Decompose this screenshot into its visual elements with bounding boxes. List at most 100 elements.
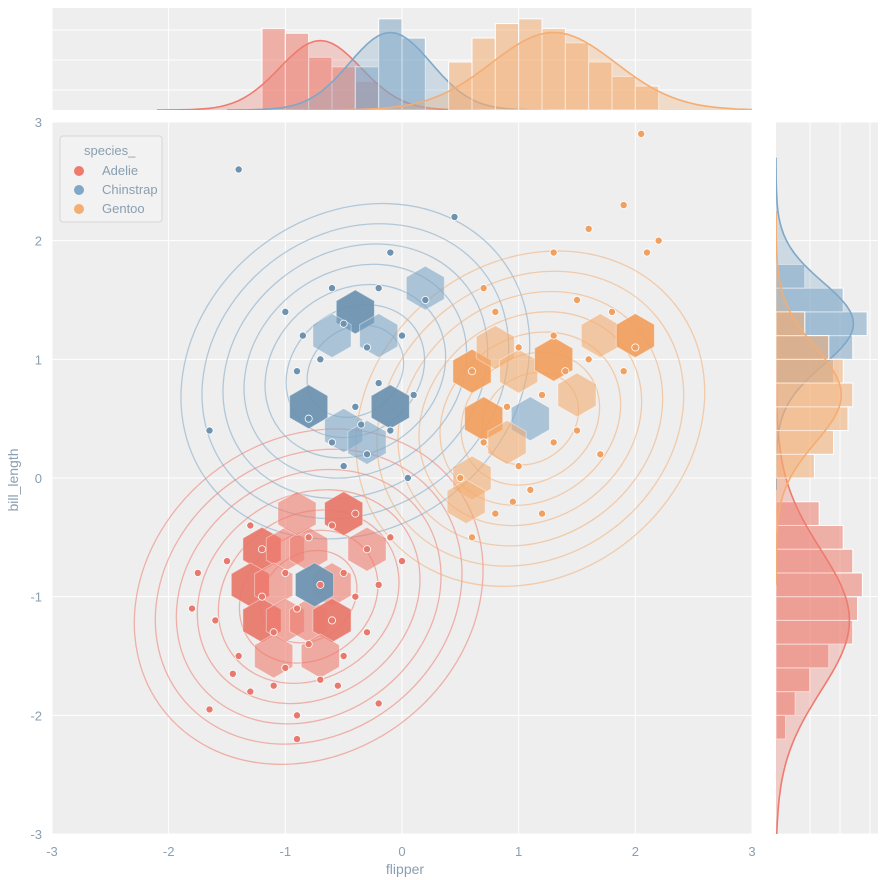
- point-gentoo: [654, 236, 663, 245]
- point-gentoo: [596, 450, 605, 459]
- scatter-points: [187, 129, 663, 744]
- point-chinstrap: [292, 367, 301, 376]
- point-gentoo: [538, 390, 547, 399]
- legend-label-adelie: Adelie: [102, 163, 138, 178]
- point-gentoo: [467, 533, 476, 542]
- legend-label-gentoo: Gentoo: [102, 201, 145, 216]
- hexbin-chinstrap: [405, 265, 445, 311]
- point-chinstrap: [298, 331, 307, 340]
- top-marginal-histogram: [157, 18, 752, 110]
- point-adelie: [397, 557, 406, 566]
- point-adelie: [362, 628, 371, 637]
- legend: species_ Adelie Chinstrap Gentoo: [59, 135, 163, 223]
- point-gentoo: [502, 402, 511, 411]
- legend-box: [59, 135, 163, 223]
- y-tick-label: 0: [35, 471, 42, 486]
- kde-contour-chinstrap: [222, 243, 489, 500]
- point-chinstrap: [386, 248, 395, 257]
- point-adelie: [246, 521, 255, 530]
- right-hist-bar-chinstrap: [776, 287, 844, 313]
- point-adelie: [292, 711, 301, 720]
- point-adelie: [292, 604, 301, 613]
- hexbin-layer: [230, 265, 655, 679]
- point-adelie: [292, 735, 301, 744]
- hexbin-gentoo: [446, 479, 486, 525]
- point-gentoo: [549, 438, 558, 447]
- point-gentoo: [584, 224, 593, 233]
- point-gentoo: [584, 355, 593, 364]
- point-adelie: [327, 616, 336, 625]
- point-adelie: [228, 669, 237, 678]
- point-gentoo: [514, 462, 523, 471]
- point-adelie: [304, 533, 313, 542]
- hexbin-chinstrap: [347, 419, 387, 465]
- hexbin-gentoo: [487, 419, 527, 465]
- x-tick-label: 1: [515, 844, 522, 859]
- point-chinstrap: [316, 355, 325, 364]
- point-chinstrap: [351, 402, 360, 411]
- point-chinstrap: [205, 426, 214, 435]
- point-adelie: [211, 616, 220, 625]
- legend-title: species_: [84, 143, 136, 158]
- y-axis-ticks: -3 -2 -1 0 1 2 3: [30, 115, 42, 842]
- point-adelie: [193, 568, 202, 577]
- right-hist-bar-chinstrap: [776, 263, 806, 289]
- hexbin-gentoo: [615, 313, 655, 359]
- point-gentoo: [631, 343, 640, 352]
- point-gentoo: [456, 473, 465, 482]
- right-hist-bar-adelie: [776, 501, 820, 526]
- point-adelie: [187, 604, 196, 613]
- point-chinstrap: [362, 450, 371, 459]
- kde-contour-chinstrap: [264, 283, 447, 459]
- hexbin-adelie: [277, 491, 317, 537]
- point-adelie: [246, 687, 255, 696]
- y-tick-label: -2: [30, 708, 42, 723]
- kde-contour-adelie: [154, 448, 463, 745]
- point-gentoo: [514, 343, 523, 352]
- point-chinstrap: [397, 331, 406, 340]
- point-adelie: [281, 568, 290, 577]
- kde-contour-adelie: [175, 468, 442, 725]
- point-adelie: [222, 557, 231, 566]
- point-chinstrap: [374, 284, 383, 293]
- point-adelie: [316, 675, 325, 684]
- point-chinstrap: [339, 462, 348, 471]
- point-gentoo: [549, 248, 558, 257]
- point-gentoo: [561, 367, 570, 376]
- point-chinstrap: [386, 426, 395, 435]
- hexbin-gentoo: [557, 372, 597, 418]
- x-tick-label: 0: [398, 844, 405, 859]
- point-gentoo: [549, 331, 558, 340]
- point-chinstrap: [421, 295, 430, 304]
- point-adelie: [257, 592, 266, 601]
- y-tick-label: 1: [35, 352, 42, 367]
- point-chinstrap: [403, 473, 412, 482]
- y-tick-label: -3: [30, 827, 42, 842]
- point-chinstrap: [362, 343, 371, 352]
- point-adelie: [339, 568, 348, 577]
- point-gentoo: [573, 295, 582, 304]
- legend-marker-adelie: [74, 166, 84, 176]
- x-axis-ticks: -3 -2 -1 0 1 2 3: [46, 844, 755, 859]
- point-gentoo: [467, 367, 476, 376]
- point-adelie: [234, 652, 243, 661]
- point-chinstrap: [357, 420, 366, 429]
- point-adelie: [257, 545, 266, 554]
- point-adelie: [351, 592, 360, 601]
- point-chinstrap: [409, 390, 418, 399]
- point-gentoo: [491, 307, 500, 316]
- point-gentoo: [479, 284, 488, 293]
- x-tick-label: -2: [163, 844, 175, 859]
- point-adelie: [386, 533, 395, 542]
- x-tick-label: -1: [280, 844, 292, 859]
- x-tick-label: 3: [748, 844, 755, 859]
- point-adelie: [351, 509, 360, 518]
- point-chinstrap: [374, 379, 383, 388]
- point-adelie: [374, 580, 383, 589]
- point-adelie: [205, 705, 214, 714]
- point-gentoo: [538, 509, 547, 518]
- point-gentoo: [479, 438, 488, 447]
- point-chinstrap: [281, 307, 290, 316]
- point-gentoo: [643, 248, 652, 257]
